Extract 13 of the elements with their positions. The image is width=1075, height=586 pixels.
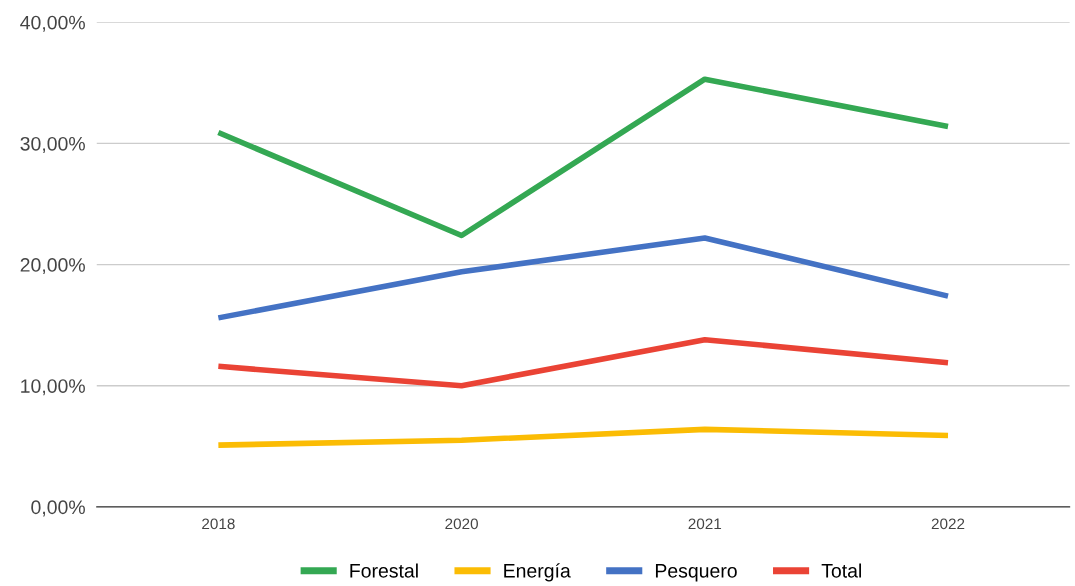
x-tick-label: 2021 — [688, 518, 722, 530]
y-tick-label: 0,00% — [31, 500, 85, 517]
y-tick-label: 10,00% — [21, 379, 85, 396]
legend-label: Total — [821, 563, 861, 578]
x-tick-label: 2022 — [931, 518, 965, 530]
legend-label: Energía — [504, 563, 571, 582]
legend-label: Pesquero — [655, 564, 737, 582]
x-tick-label: 2020 — [445, 518, 478, 530]
legend-label: Forestal — [350, 563, 418, 578]
y-tick-label: 40,00% — [20, 15, 85, 32]
y-tick-label: 20,00% — [20, 258, 85, 275]
y-tick-label: 30,00% — [20, 136, 85, 153]
x-tick-label: 2018 — [202, 518, 235, 530]
